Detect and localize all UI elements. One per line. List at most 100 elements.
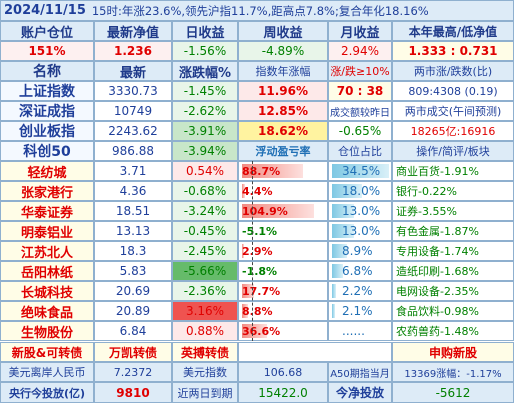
stock-name[interactable]: 岳阳林纸 — [0, 261, 94, 281]
monthly-return: 2.94% — [328, 41, 392, 61]
label-daily: 日收益 — [172, 21, 238, 41]
index-year-sh: 11.96% — [238, 81, 328, 101]
usdcnh-label: 美元离岸人民币 — [0, 362, 94, 382]
stock-pnl: 2.9% — [242, 244, 273, 258]
stock-pnl-cell: -5.1% — [238, 221, 328, 241]
col-pnl-rate: 浮动盈亏率 — [238, 141, 328, 161]
stock-pnl: 8.8% — [242, 304, 273, 318]
stock-change: -2.36% — [172, 281, 238, 301]
index-chg-kc50: -3.94% — [172, 141, 238, 161]
stock-pnl-cell: 88.7% — [238, 161, 328, 181]
pnl-bar — [242, 284, 255, 298]
stock-pnl: 88.7% — [242, 164, 281, 178]
turnover-value: 18265亿:16916 — [392, 121, 514, 141]
performance-summary: 15时:年涨23.6%,领先沪指11.7%,距高点7.8%;复合年化18.16% — [91, 3, 429, 18]
index-year-cyb: 18.62% — [238, 121, 328, 141]
stock-pnl-cell: 8.8% — [238, 301, 328, 321]
col-latest: 最新 — [94, 61, 172, 81]
col-position-ratio: 仓位占比 — [328, 141, 392, 161]
stock-position: 13.0% — [342, 204, 381, 218]
stock-price: 3.71 — [94, 161, 172, 181]
index-price-sh: 3330.73 — [94, 81, 172, 101]
maturing-label: 近两日到期 — [172, 382, 238, 403]
stock-name[interactable]: 绝味食品 — [0, 301, 94, 321]
stock-sector: 商业百货-1.91% — [392, 161, 514, 181]
pnl-bar — [242, 184, 246, 198]
ipo-subscribe-link[interactable]: 申购新股 — [392, 342, 514, 362]
index-name-cyb[interactable]: 创业板指 — [0, 121, 94, 141]
stock-position-cell: 13.0% — [328, 221, 392, 241]
index-chg-cyb: -3.91% — [172, 121, 238, 141]
stock-name[interactable]: 生物股份 — [0, 321, 94, 341]
limit-up-down-count: 70 : 38 — [328, 81, 392, 101]
label-position: 账户仓位 — [0, 21, 94, 41]
position-bar — [332, 284, 336, 298]
stock-price: 18.51 — [94, 201, 172, 221]
label-nav: 最新净值 — [94, 21, 172, 41]
stock-sector: 银行-0.22% — [392, 181, 514, 201]
position-bar — [332, 224, 354, 238]
stock-price: 20.89 — [94, 301, 172, 321]
turnover-change: -0.65% — [328, 121, 392, 141]
yingbo-cb-link[interactable]: 英搏转债 — [172, 342, 238, 362]
pnl-bar — [242, 324, 268, 338]
stock-pnl: 104.9% — [242, 204, 288, 218]
stock-pnl-cell: 104.9% — [238, 201, 328, 221]
stock-name[interactable]: 华泰证券 — [0, 201, 94, 221]
dxy-label: 美元指数 — [172, 362, 238, 382]
stock-price: 4.36 — [94, 181, 172, 201]
net-injection-value: -5612 — [392, 382, 514, 403]
turnover-vs-yesterday-label: 成交额较昨日 — [328, 101, 392, 121]
stock-pnl: 4.4% — [242, 184, 273, 198]
breadth-ratio: 809:4308 (0.19) — [392, 81, 514, 101]
stock-pnl-cell: 2.9% — [238, 241, 328, 261]
index-chg-sz: -2.62% — [172, 101, 238, 121]
stock-sector: 有色金属-1.87% — [392, 221, 514, 241]
stock-name[interactable]: 明泰铝业 — [0, 221, 94, 241]
index-name-sh[interactable]: 上证指数 — [0, 81, 94, 101]
stock-sector: 专用设备-1.74% — [392, 241, 514, 261]
stock-change: 3.16% — [172, 301, 238, 321]
a50-value: 13369涨幅：-1.17% — [392, 362, 514, 382]
stock-price: 18.3 — [94, 241, 172, 261]
net-injection-label: 今净投放 — [328, 382, 392, 403]
position-bar — [332, 204, 354, 218]
stock-price: 6.84 — [94, 321, 172, 341]
col-ops-notes: 操作/简评/板块 — [392, 141, 514, 161]
position-bar — [332, 164, 390, 178]
stock-position-cell: 18.0% — [328, 181, 392, 201]
stock-price: 20.69 — [94, 281, 172, 301]
position-bar — [332, 244, 347, 258]
pnl-bar — [242, 204, 314, 218]
footer-blank — [238, 342, 392, 362]
weekly-return: -4.89% — [238, 41, 328, 61]
stock-price: 5.83 — [94, 261, 172, 281]
stock-position-cell: 6.8% — [328, 261, 392, 281]
stock-price: 13.13 — [94, 221, 172, 241]
position-value: 151% — [0, 41, 94, 61]
index-price-kc50: 986.88 — [94, 141, 172, 161]
stock-name[interactable]: 长城科技 — [0, 281, 94, 301]
stock-name[interactable]: 轻纺城 — [0, 161, 94, 181]
stock-name[interactable]: 江苏北人 — [0, 241, 94, 261]
year-high-low-nav: 1.333 : 0.731 — [392, 41, 514, 61]
index-name-sz[interactable]: 深证成指 — [0, 101, 94, 121]
index-name-kc50[interactable]: 科创50 — [0, 141, 94, 161]
stock-position: 8.9% — [342, 244, 373, 258]
new-shares-cb-link[interactable]: 新股&可转债 — [0, 342, 94, 362]
stock-name[interactable]: 张家港行 — [0, 181, 94, 201]
stock-position-cell: 34.5% — [328, 161, 392, 181]
wankai-cb-link[interactable]: 万凯转债 — [94, 342, 172, 362]
title-bar: 2024/11/15 15时:年涨23.6%,领先沪指11.7%,距高点7.8%… — [0, 0, 514, 21]
index-price-sz: 10749 — [94, 101, 172, 121]
stock-pnl-cell: 4.4% — [238, 181, 328, 201]
stock-change: -2.45% — [172, 241, 238, 261]
stock-pnl: -1.8% — [242, 264, 278, 278]
stock-pnl-cell: 17.7% — [238, 281, 328, 301]
stock-position-cell: ...... — [328, 321, 392, 341]
col-name: 名称 — [0, 61, 94, 81]
stock-change: 0.88% — [172, 321, 238, 341]
index-chg-sh: -1.45% — [172, 81, 238, 101]
stock-pnl: 17.7% — [242, 284, 281, 298]
turnover-forecast-label: 两市成交(午间预测) — [392, 101, 514, 121]
